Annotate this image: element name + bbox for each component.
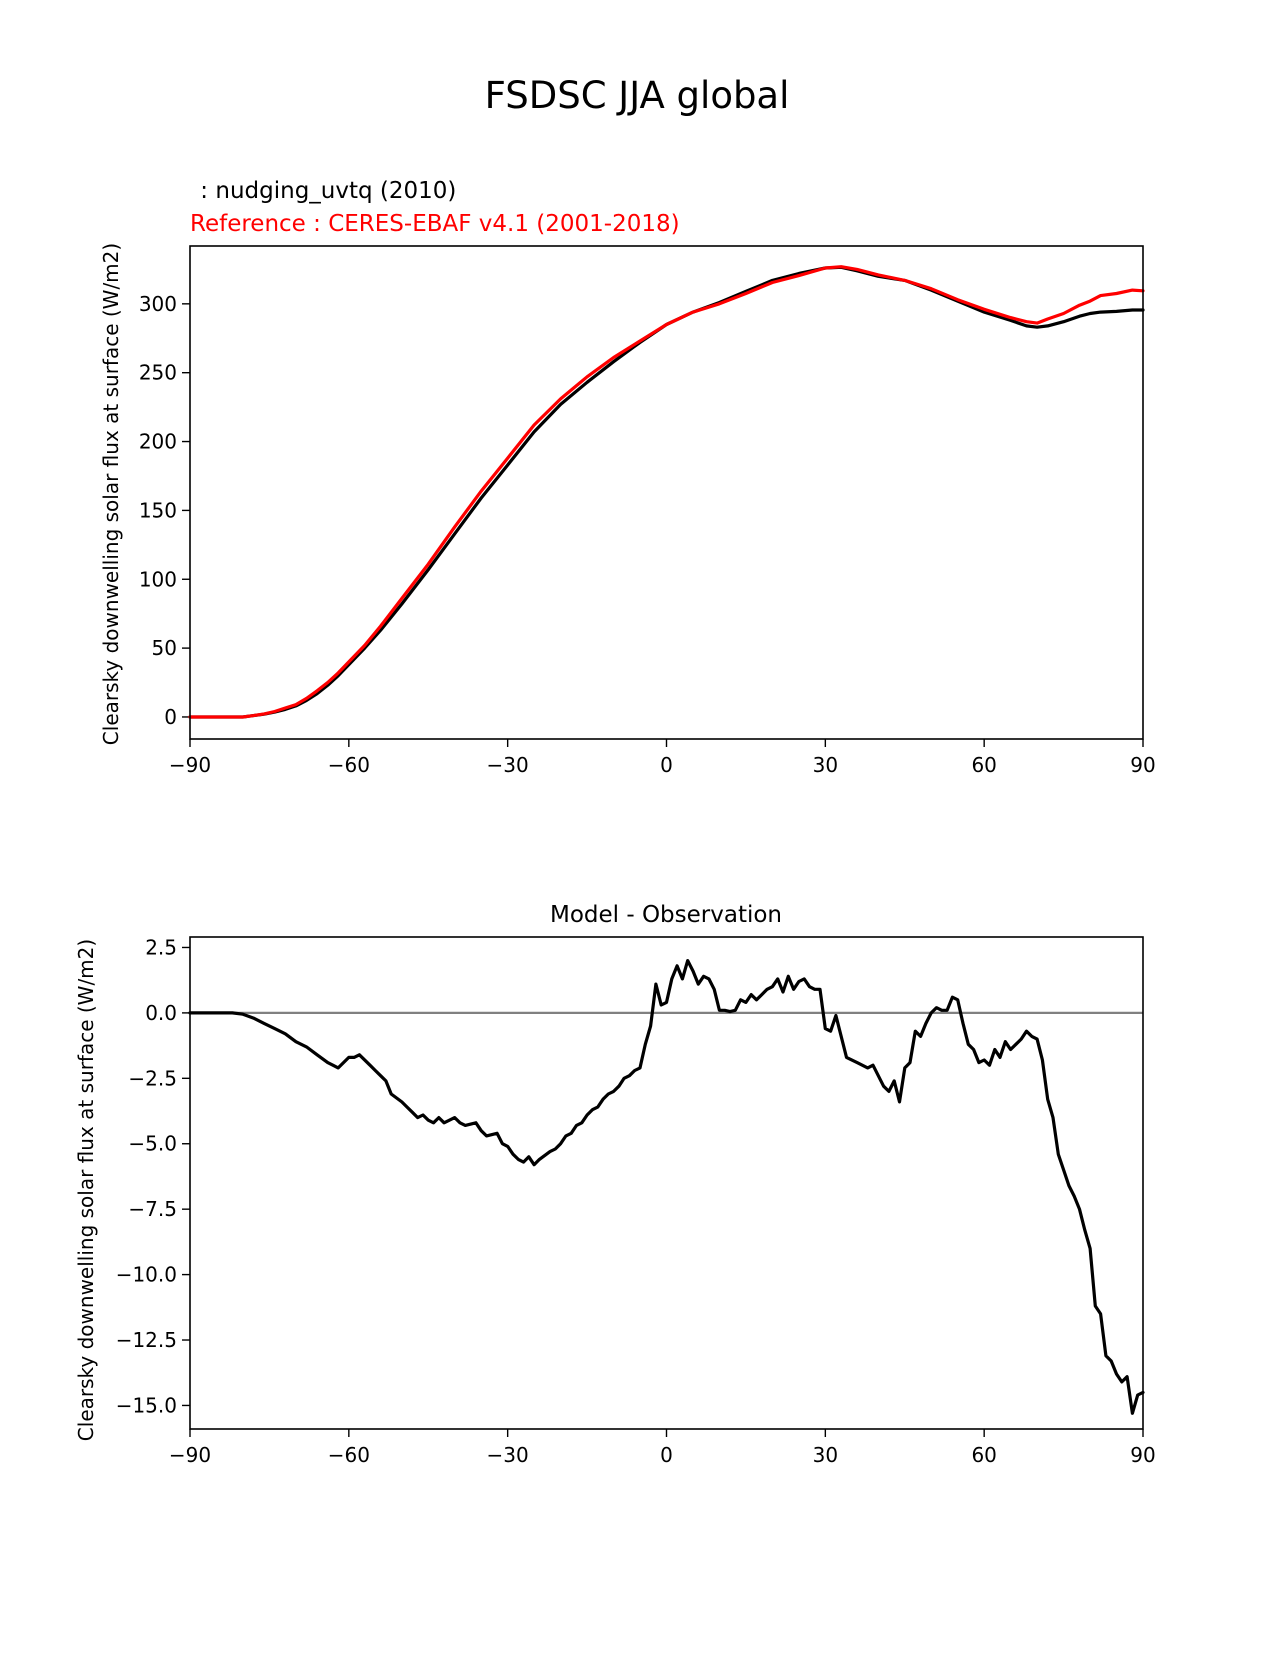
bottom-series-diff	[188, 958, 1145, 1415]
bottom-y-tick-label: −2.5	[128, 1066, 177, 1090]
bottom-y-tick-label: 2.5	[145, 935, 177, 959]
bottom-x-tick-label: 30	[813, 1443, 838, 1467]
bottom-y-tick-label: −5.0	[128, 1132, 177, 1156]
bottom-ylabel: Clearsky downwelling solar flux at surfa…	[74, 939, 98, 1441]
top-ticks: −90 −60 −30 0 30 60 90 0 50 100 150 200 250 300	[139, 292, 1156, 777]
bottom-x-tick-label: 90	[1130, 1443, 1155, 1467]
top-panel: : nudging_uvtq (2010) Reference : CERES-…	[99, 178, 1156, 777]
top-x-tick-label: 30	[813, 753, 838, 777]
reference-label: Reference : CERES-EBAF v4.1 (2001-2018)	[190, 211, 680, 237]
bottom-panel: Model - Observation Clearsky downwelling…	[74, 902, 1156, 1467]
top-x-tick-label: 0	[660, 753, 673, 777]
bottom-x-tick-label: 60	[971, 1443, 996, 1467]
test-label: : nudging_uvtq (2010)	[193, 178, 456, 204]
bottom-lines	[188, 958, 1145, 1415]
top-x-tick-label: 60	[971, 753, 996, 777]
bottom-x-tick-label: −30	[487, 1443, 529, 1467]
top-series-reference	[188, 265, 1145, 719]
top-y-tick-label: 300	[139, 292, 177, 316]
top-x-tick-label: −60	[328, 753, 370, 777]
top-x-tick-label: −90	[169, 753, 211, 777]
top-axes-frame	[189, 245, 1144, 740]
bottom-x-tick-label: 0	[660, 1443, 673, 1467]
bottom-ticks: −90 −60 −30 0 30 60 90 2.5 0.0 −2.5 −5.0 −7.5 −10.0 −…	[116, 935, 1156, 1467]
bottom-y-tick-label: −12.5	[116, 1328, 177, 1352]
top-y-tick-label: 200	[139, 430, 177, 454]
top-series-test	[188, 265, 1145, 719]
top-lines	[188, 265, 1145, 719]
bottom-x-tick-label: −90	[169, 1443, 211, 1467]
top-y-tick-label: 150	[139, 498, 177, 522]
bottom-title: Model - Observation	[550, 902, 782, 928]
top-ylabel: Clearsky downwelling solar flux at surfa…	[99, 243, 123, 745]
bottom-axes-frame	[189, 936, 1144, 1430]
bottom-x-tick-label: −60	[328, 1443, 370, 1467]
figure-title: FSDSC JJA global	[485, 74, 790, 117]
top-x-tick-label: −30	[487, 753, 529, 777]
top-x-tick-label: 90	[1130, 753, 1155, 777]
bottom-y-tick-label: −7.5	[128, 1197, 177, 1221]
top-y-tick-label: 0	[164, 705, 177, 729]
bottom-y-tick-label: 0.0	[145, 1001, 177, 1025]
top-y-tick-label: 100	[139, 567, 177, 591]
bottom-y-tick-label: −10.0	[116, 1263, 177, 1287]
top-y-tick-label: 250	[139, 361, 177, 385]
top-y-tick-label: 50	[152, 636, 177, 660]
bottom-y-tick-label: −15.0	[116, 1393, 177, 1417]
